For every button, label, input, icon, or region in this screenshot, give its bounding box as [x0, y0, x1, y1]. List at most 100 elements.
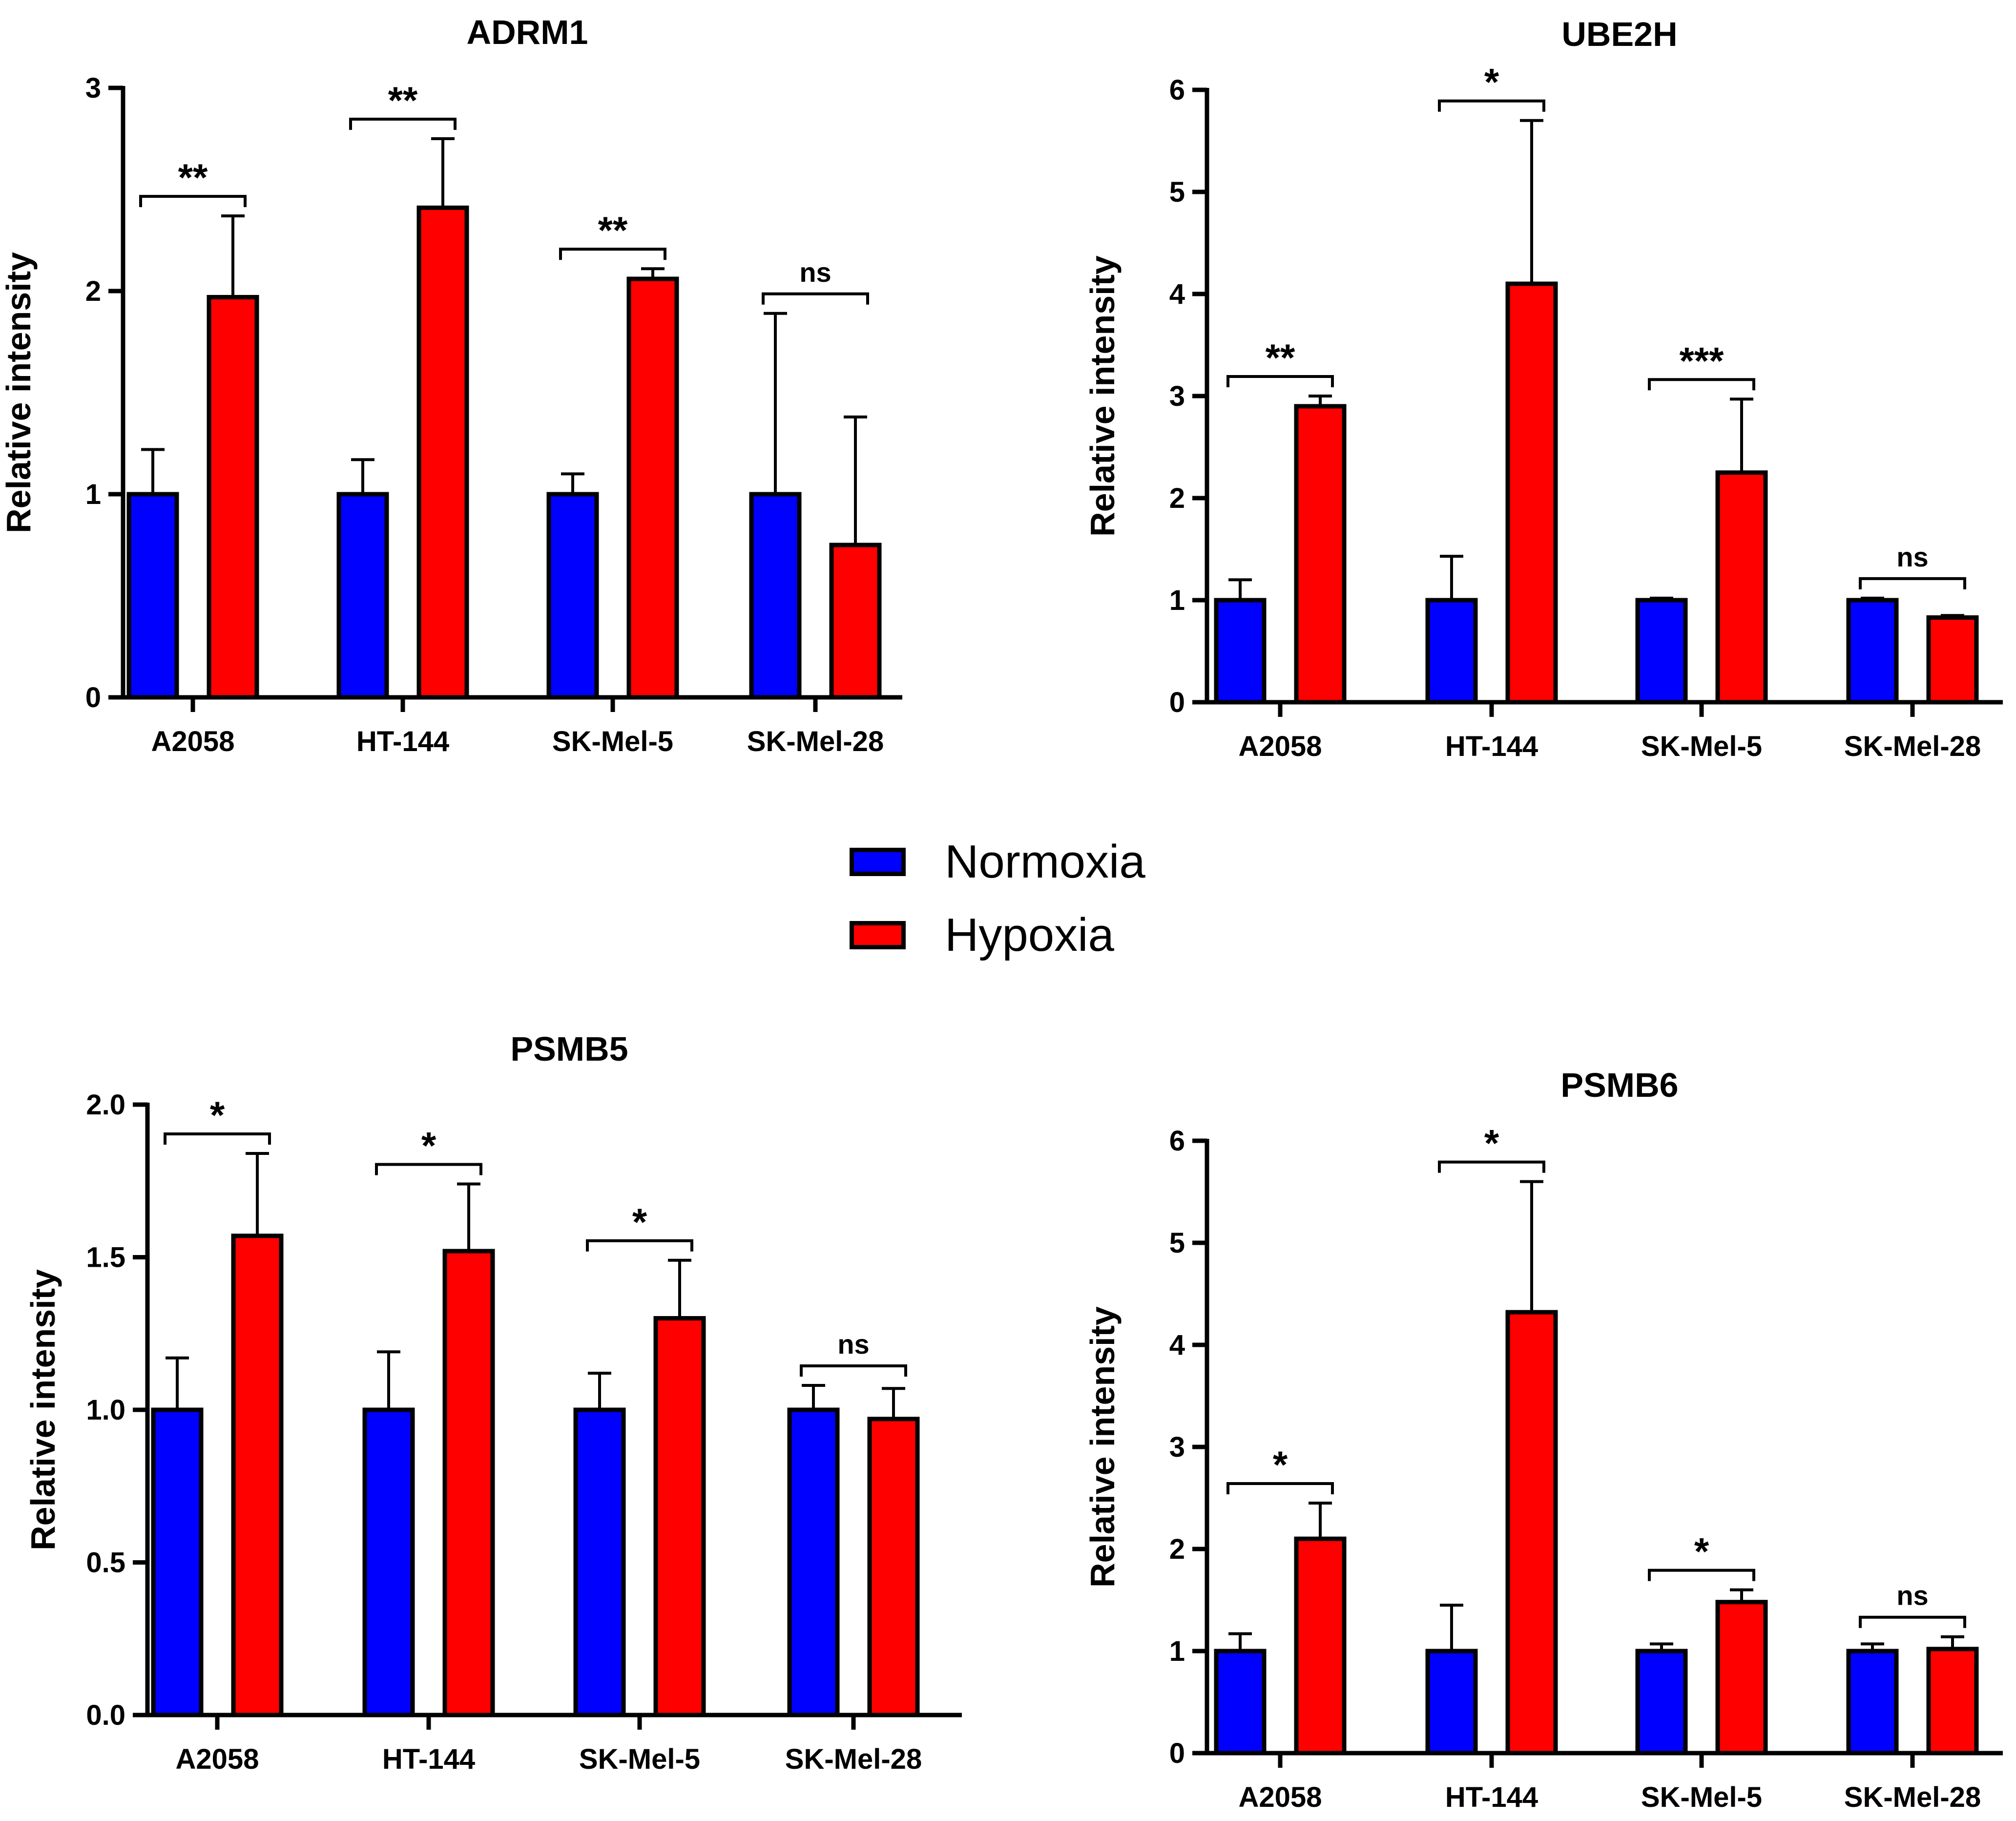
bar-hypoxia — [442, 1249, 495, 1717]
x-tick-label: A2058 — [1239, 1781, 1322, 1813]
bar-hypoxia — [416, 205, 469, 700]
legend-item-hypoxia: Hypoxia — [850, 899, 1191, 972]
chart-panel-psmb6: PSMB6 Relative intensity 0 1 2 3 4 5 6 A2058 * HT-1… — [1083, 1066, 2003, 1813]
bar-normoxia — [1214, 1649, 1267, 1756]
y-tick-label: 1 — [1169, 585, 1185, 616]
significance-bracket — [1648, 1569, 1755, 1581]
chart-title: ADRM1 — [467, 13, 588, 51]
significance-bracket — [139, 195, 247, 208]
significance-label: ns — [1896, 1580, 1928, 1611]
bar-normoxia — [1425, 1649, 1478, 1756]
significance-bracket — [1859, 577, 1966, 589]
chart-title: UBE2H — [1561, 15, 1677, 53]
x-tick-label: SK-Mel-5 — [1641, 731, 1762, 762]
significance-label: ns — [799, 257, 831, 288]
chart-title: PSMB6 — [1560, 1066, 1678, 1104]
legend-label-hypoxia: Hypoxia — [945, 909, 1114, 961]
significance-bracket — [1438, 1160, 1545, 1173]
significance-bracket — [1226, 1482, 1334, 1494]
bar-hypoxia — [207, 294, 259, 700]
y-tick-label: 4 — [1169, 278, 1185, 310]
bar-hypoxia — [867, 1417, 920, 1717]
significance-bracket — [559, 248, 666, 260]
y-tick-label: 0.0 — [86, 1699, 125, 1731]
x-tick-label: SK-Mel-5 — [1641, 1781, 1762, 1813]
bar-hypoxia — [1715, 1600, 1768, 1756]
bar-normoxia — [362, 1407, 415, 1717]
significance-bracket — [762, 292, 869, 305]
significance-bracket — [1859, 1615, 1966, 1628]
y-tick-label: 1.5 — [86, 1242, 125, 1274]
y-tick-label: 3 — [85, 72, 101, 104]
legend-swatch-hypoxia — [850, 921, 906, 949]
significance-bracket — [375, 1163, 482, 1175]
x-tick-label: SK-Mel-28 — [785, 1743, 922, 1775]
legend: Normoxia Hypoxia — [850, 825, 1191, 972]
y-axis-label: Relative intensity — [1083, 255, 1122, 537]
bar-normoxia — [1635, 598, 1688, 705]
chart-panel-ube2h: UBE2H Relative intensity 0 1 2 3 4 5 6 A2058 ** HT-… — [1083, 15, 2003, 762]
bar-hypoxia — [231, 1234, 284, 1717]
x-tick-label: SK-Mel-28 — [747, 726, 884, 757]
x-tick-label: HT-144 — [356, 726, 449, 757]
y-tick-label: 4 — [1169, 1329, 1185, 1361]
y-axis-label: Relative intensity — [1083, 1306, 1122, 1588]
significance-bracket — [1438, 99, 1545, 112]
y-tick-label: 1 — [85, 479, 101, 510]
significance-label: *** — [1679, 339, 1724, 382]
significance-label: * — [210, 1093, 225, 1136]
significance-label: * — [1484, 1122, 1499, 1165]
bar-normoxia — [1425, 598, 1478, 705]
x-tick-label: SK-Mel-28 — [1844, 731, 1981, 762]
legend-swatch-normoxia — [850, 848, 906, 876]
significance-label: * — [1694, 1530, 1709, 1573]
bar-normoxia — [1846, 598, 1899, 705]
x-tick-label: HT-144 — [1445, 1781, 1538, 1813]
y-axis-label: Relative intensity — [0, 252, 38, 533]
bar-hypoxia — [1926, 1647, 1979, 1756]
chart-title: PSMB5 — [510, 1030, 628, 1068]
significance-label: ** — [598, 209, 628, 251]
x-tick-label: HT-144 — [1445, 731, 1538, 762]
y-tick-label: 0 — [1169, 687, 1185, 718]
y-tick-label: 0 — [1169, 1737, 1185, 1769]
significance-bracket — [1226, 375, 1334, 387]
bar-hypoxia — [653, 1316, 706, 1717]
y-tick-label: 6 — [1169, 74, 1185, 106]
bar-normoxia — [1214, 598, 1267, 705]
x-tick-label: HT-144 — [382, 1743, 475, 1775]
significance-bracket — [1648, 378, 1755, 391]
y-tick-label: 2.0 — [86, 1089, 125, 1121]
significance-label: ns — [837, 1329, 869, 1360]
bar-normoxia — [787, 1407, 840, 1717]
significance-label: * — [1273, 1443, 1288, 1486]
y-tick-label: 5 — [1169, 1227, 1185, 1259]
y-tick-label: 1.0 — [86, 1394, 125, 1426]
significance-label: * — [421, 1124, 436, 1167]
y-tick-label: 0.5 — [86, 1547, 125, 1579]
significance-label: * — [632, 1200, 647, 1243]
y-tick-label: 1 — [1169, 1635, 1185, 1667]
legend-label-normoxia: Normoxia — [945, 836, 1145, 888]
bar-normoxia — [749, 492, 802, 700]
significance-bracket — [349, 118, 457, 130]
chart-panel-adrm1: ADRM1 Relative intensity 0 1 2 3 A2058 ** HT-144… — [0, 13, 902, 757]
y-tick-label: 6 — [1169, 1125, 1185, 1157]
x-tick-label: SK-Mel-5 — [579, 1743, 700, 1775]
significance-label: * — [1484, 61, 1499, 104]
bar-normoxia — [546, 492, 599, 700]
bar-hypoxia — [1715, 470, 1768, 705]
y-tick-label: 0 — [85, 682, 101, 713]
significance-label: ** — [1266, 336, 1295, 379]
x-tick-label: SK-Mel-28 — [1844, 1781, 1981, 1813]
significance-bracket — [800, 1364, 907, 1377]
bar-normoxia — [126, 492, 179, 700]
y-axis-label: Relative intensity — [24, 1269, 62, 1550]
bar-normoxia — [1635, 1649, 1688, 1756]
x-tick-label: A2058 — [1239, 731, 1322, 762]
y-tick-label: 3 — [1169, 380, 1185, 412]
bar-hypoxia — [1505, 1310, 1558, 1756]
bar-normoxia — [573, 1407, 626, 1717]
bar-hypoxia — [626, 276, 679, 700]
